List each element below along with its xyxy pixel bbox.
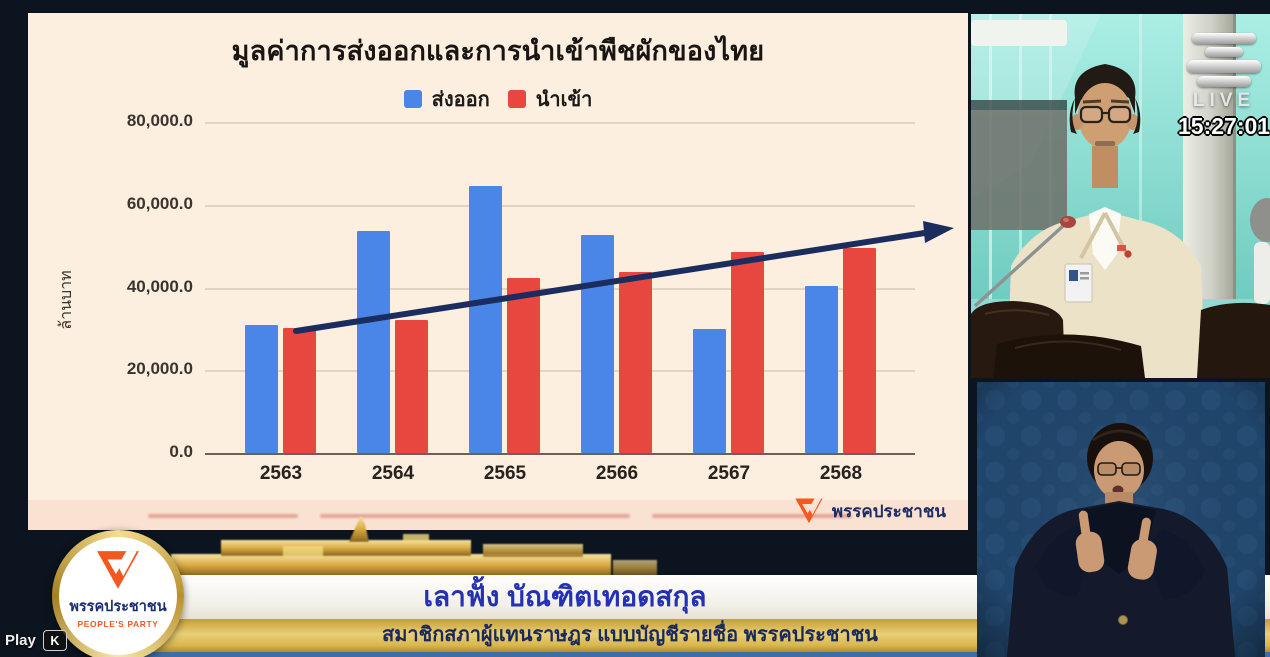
speaker-name: เลาฟั้ง บัณฑิตเทอดสกุล — [423, 581, 707, 612]
window-frame — [971, 20, 1067, 46]
party-name-thai: พรรคประชาชน — [69, 599, 167, 615]
live-label: LIVE — [1192, 90, 1256, 111]
banner-bottom-strip — [110, 652, 1270, 657]
y-tick-label: 0.0 — [169, 442, 193, 461]
speaker-role: สมาชิกสภาผู้แทนราษฎร แบบบัญชีรายชื่อ พรร… — [382, 624, 878, 646]
party-badge: พรรคประชาชน PEOPLE'S PARTY — [52, 530, 184, 657]
live-overlay: LIVE 15:27:01 — [1178, 30, 1270, 140]
legend-swatch-import — [507, 90, 526, 108]
legend-label-export: ส่งออก — [431, 89, 490, 111]
x-tick-label: 2567 — [707, 463, 751, 484]
chart-bar — [357, 230, 390, 453]
party-logo-icon — [795, 498, 823, 524]
broadcast-timestamp: 15:27:01 — [1178, 113, 1270, 139]
source-text-blurred — [148, 514, 852, 518]
play-label: Play — [5, 632, 36, 649]
chart-bar — [731, 251, 764, 453]
chart-bar — [395, 319, 428, 453]
chart-bar — [245, 324, 278, 453]
keyboard-key-k: K — [42, 630, 67, 651]
y-tick-label: 40,000.0 — [126, 276, 193, 296]
chamber-wall — [971, 110, 1067, 230]
x-tick-label: 2564 — [371, 463, 415, 484]
x-tick-label: 2565 — [483, 463, 527, 484]
y-axis-title: ล้านบาท — [58, 270, 75, 330]
x-tick-label: 2566 — [595, 463, 639, 484]
play-shortcut-tooltip: Play K — [5, 630, 67, 651]
x-tick-label: 2568 — [819, 463, 863, 484]
background-person — [1250, 198, 1270, 242]
y-tick-label: 20,000.0 — [126, 359, 193, 379]
microphone — [973, 216, 1076, 308]
sign-language-interpreter-video[interactable] — [977, 382, 1265, 657]
gridline — [205, 370, 915, 373]
chamber-chairs — [971, 301, 1270, 378]
parliament-video[interactable] — [971, 14, 1270, 378]
x-axis-line — [205, 453, 915, 455]
chart-watermark: พรรคประชาชน — [794, 498, 946, 525]
interpreter-person — [1007, 423, 1235, 657]
chart-bar — [805, 285, 838, 453]
chart-bar — [469, 186, 502, 453]
y-tick-label: 60,000.0 — [126, 193, 193, 213]
gridline — [205, 122, 915, 124]
legend-swatch-export — [403, 90, 422, 108]
chart-panel: มูลค่าการส่งออกและการนำเข้าพืชผักของไทย … — [28, 13, 968, 530]
chart-bar — [581, 234, 614, 453]
party-name-english: PEOPLE'S PARTY — [77, 619, 159, 629]
gridline — [205, 204, 915, 207]
chart-legend: ส่งออก นำเข้า — [28, 83, 968, 115]
lapel-pin — [1124, 250, 1132, 258]
chart-bar — [283, 328, 316, 453]
chart-bar — [843, 248, 876, 453]
legend-item-import: นำเข้า — [507, 83, 593, 115]
parliament-building-silhouette — [171, 516, 657, 576]
party-logo-icon — [97, 551, 139, 589]
chart-watermark-label: พรรคประชาชน — [831, 502, 946, 521]
chart-bar — [619, 272, 652, 453]
x-tick-label: 2563 — [259, 463, 303, 484]
broadcaster-emblem-icon — [1178, 33, 1270, 87]
chart-title: มูลค่าการส่งออกและการนำเข้าพืชผักของไทย — [231, 36, 765, 66]
chart-bar — [693, 328, 726, 453]
legend-item-export: ส่งออก — [403, 83, 490, 115]
y-tick-label: 80,000.0 — [126, 111, 193, 130]
chart-bar — [507, 277, 540, 453]
legend-label-import: นำเข้า — [535, 89, 593, 111]
plot-area — [205, 122, 915, 455]
id-badge — [1064, 263, 1093, 303]
